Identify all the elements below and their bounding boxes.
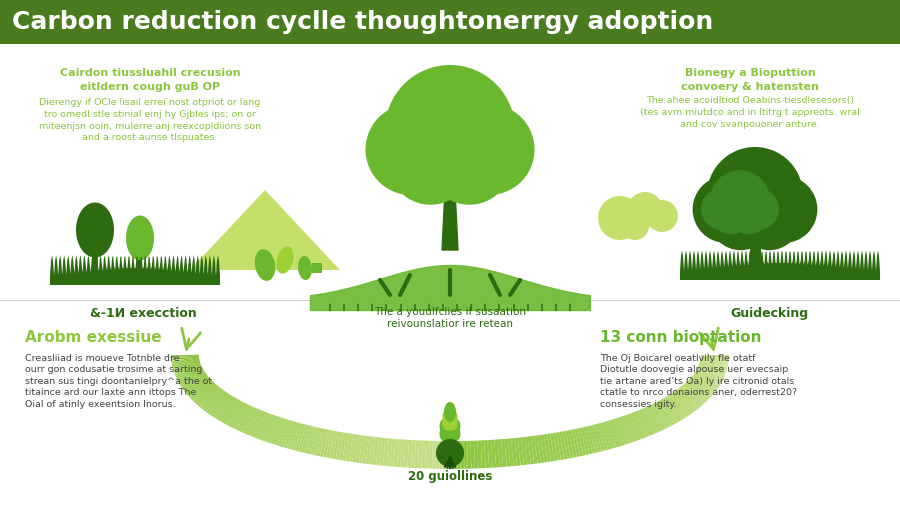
Polygon shape (443, 409, 457, 431)
Polygon shape (255, 249, 275, 281)
Text: 20 guiollines: 20 guiollines (408, 470, 492, 483)
Circle shape (598, 196, 642, 240)
Text: Guidecking: Guidecking (730, 307, 808, 320)
Polygon shape (443, 409, 457, 431)
Circle shape (709, 188, 772, 250)
Text: Carbon reduction cyclle thoughtonerrgy adoption: Carbon reduction cyclle thoughtonerrgy a… (12, 10, 713, 34)
Circle shape (621, 212, 649, 240)
Text: Cairdon tiussluahil crecusion
eitldern cough guB OP: Cairdon tiussluahil crecusion eitldern c… (59, 68, 240, 92)
Circle shape (710, 170, 770, 230)
Text: The a youulfclies if susaation
reivounslatior ire retean: The a youulfclies if susaation reivounsl… (374, 307, 526, 329)
Polygon shape (76, 203, 114, 258)
Polygon shape (442, 175, 458, 250)
Polygon shape (126, 215, 154, 261)
Circle shape (751, 176, 817, 243)
Polygon shape (444, 402, 456, 422)
FancyBboxPatch shape (0, 44, 900, 514)
Polygon shape (276, 246, 293, 273)
Circle shape (730, 195, 769, 234)
Circle shape (436, 439, 464, 467)
Polygon shape (298, 256, 312, 280)
Circle shape (737, 188, 779, 230)
Text: Creasliiad is moueve Totnble dre
ourr gon codusatie trosime at sarting
strean su: Creasliiad is moueve Totnble dre ourr go… (25, 354, 212, 409)
Circle shape (627, 192, 663, 228)
Circle shape (385, 65, 515, 195)
Polygon shape (190, 190, 340, 270)
Polygon shape (439, 418, 461, 442)
Circle shape (444, 104, 535, 195)
Text: Bionegy a Bioputtion
convoery & hatensten: Bionegy a Bioputtion convoery & hatenste… (681, 68, 819, 92)
Circle shape (738, 188, 801, 250)
Text: Dierengy if OCle lisail errei nost otpriot or lang
tro omedl stle stinial einj h: Dierengy if OCle lisail errei nost otpri… (39, 98, 261, 142)
Circle shape (693, 176, 760, 243)
Circle shape (712, 195, 751, 234)
Circle shape (365, 104, 456, 195)
Polygon shape (680, 250, 880, 280)
Polygon shape (439, 418, 461, 442)
Circle shape (707, 147, 803, 243)
Circle shape (428, 120, 512, 205)
Text: The Oj Boicarel oeatlvily fle otatf
Diotutle doovegie alpouse uer evecsaip
tie a: The Oj Boicarel oeatlvily fle otatf Diot… (600, 354, 797, 409)
Circle shape (701, 188, 743, 230)
Polygon shape (50, 255, 220, 285)
Circle shape (646, 200, 678, 232)
Text: 13 conn bioptation: 13 conn bioptation (600, 330, 761, 345)
Text: Arobm exessiue: Arobm exessiue (25, 330, 162, 345)
FancyBboxPatch shape (312, 263, 322, 273)
Text: The ahee acoidltiod Oeabins tiesdlesesors()
(tes avm miutdco and in ltitrg t app: The ahee acoidltiod Oeabins tiesdlesesor… (640, 96, 860, 128)
Circle shape (388, 120, 472, 205)
Text: &-1И execction: &-1И execction (90, 307, 197, 320)
FancyBboxPatch shape (0, 0, 900, 44)
